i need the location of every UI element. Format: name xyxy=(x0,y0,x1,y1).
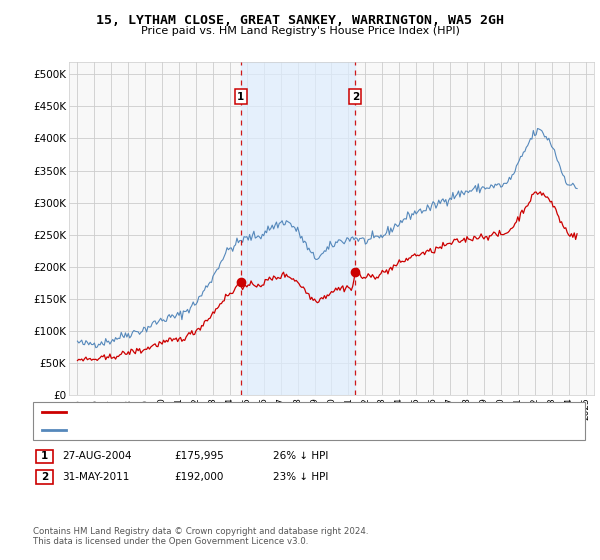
Bar xyxy=(241,62,355,395)
Text: £192,000: £192,000 xyxy=(174,472,223,482)
Text: HPI: Average price, detached house, Warrington: HPI: Average price, detached house, Warr… xyxy=(72,424,307,435)
Text: 23% ↓ HPI: 23% ↓ HPI xyxy=(273,472,328,482)
Text: 15, LYTHAM CLOSE, GREAT SANKEY, WARRINGTON, WA5 2GH: 15, LYTHAM CLOSE, GREAT SANKEY, WARRINGT… xyxy=(96,14,504,27)
Text: 27-AUG-2004: 27-AUG-2004 xyxy=(62,451,131,461)
Text: 26% ↓ HPI: 26% ↓ HPI xyxy=(273,451,328,461)
Text: 2: 2 xyxy=(352,92,359,101)
Text: £175,995: £175,995 xyxy=(174,451,224,461)
Text: 1: 1 xyxy=(237,92,245,101)
Text: 15, LYTHAM CLOSE, GREAT SANKEY, WARRINGTON, WA5 2GH (detached house): 15, LYTHAM CLOSE, GREAT SANKEY, WARRINGT… xyxy=(72,407,460,417)
Text: 31-MAY-2011: 31-MAY-2011 xyxy=(62,472,129,482)
Text: Price paid vs. HM Land Registry's House Price Index (HPI): Price paid vs. HM Land Registry's House … xyxy=(140,26,460,36)
Text: 1: 1 xyxy=(41,451,48,461)
Text: 2: 2 xyxy=(41,472,48,482)
Text: Contains HM Land Registry data © Crown copyright and database right 2024.
This d: Contains HM Land Registry data © Crown c… xyxy=(33,526,368,546)
